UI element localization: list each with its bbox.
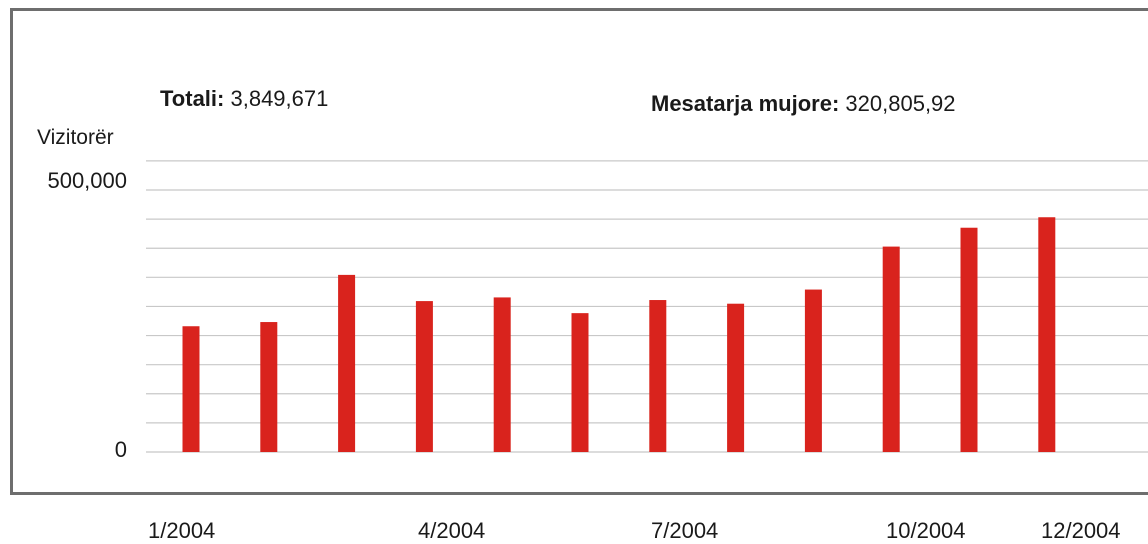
monthly-average-stat: Mesatarja mujore: 320,805,92 bbox=[651, 91, 956, 117]
x-tick-label: 4/2004 bbox=[418, 518, 486, 543]
bar-2-2004 bbox=[260, 322, 278, 452]
total-label: Totali: bbox=[160, 86, 225, 111]
bar-11-2004 bbox=[960, 227, 978, 452]
bar-5-2004 bbox=[493, 297, 511, 452]
chart-frame bbox=[10, 8, 1148, 495]
total-stat: Totali: 3,849,671 bbox=[160, 86, 328, 112]
average-value: 320,805,92 bbox=[845, 91, 956, 116]
bar-12-2004 bbox=[1038, 217, 1056, 452]
x-tick-label: 1/2004 bbox=[148, 518, 216, 543]
average-label: Mesatarja mujore: bbox=[651, 91, 840, 116]
y-tick-label: 500,000 bbox=[47, 168, 127, 193]
bar-8-2004 bbox=[727, 303, 745, 452]
bar-7-2004 bbox=[649, 300, 667, 452]
x-tick-label: 12/2004 bbox=[1041, 518, 1121, 543]
x-tick-label: 10/2004 bbox=[886, 518, 966, 543]
bar-1-2004 bbox=[182, 326, 200, 452]
total-value: 3,849,671 bbox=[230, 86, 329, 111]
y-axis-label: Vizitorër bbox=[37, 126, 114, 149]
bar-6-2004 bbox=[571, 313, 589, 452]
bar-10-2004 bbox=[882, 246, 900, 452]
x-tick-label: 7/2004 bbox=[651, 518, 719, 543]
bar-4-2004 bbox=[415, 301, 433, 452]
y-tick-label: 0 bbox=[114, 437, 127, 462]
bar-9-2004 bbox=[804, 289, 822, 452]
bar-3-2004 bbox=[338, 274, 356, 452]
